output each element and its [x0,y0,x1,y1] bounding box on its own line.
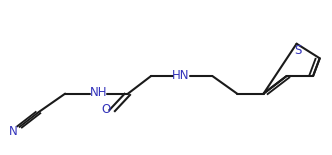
Text: N: N [9,125,17,138]
Text: HN: HN [172,69,190,82]
Text: O: O [102,103,111,116]
Text: NH: NH [90,86,107,99]
Text: S: S [294,44,302,57]
